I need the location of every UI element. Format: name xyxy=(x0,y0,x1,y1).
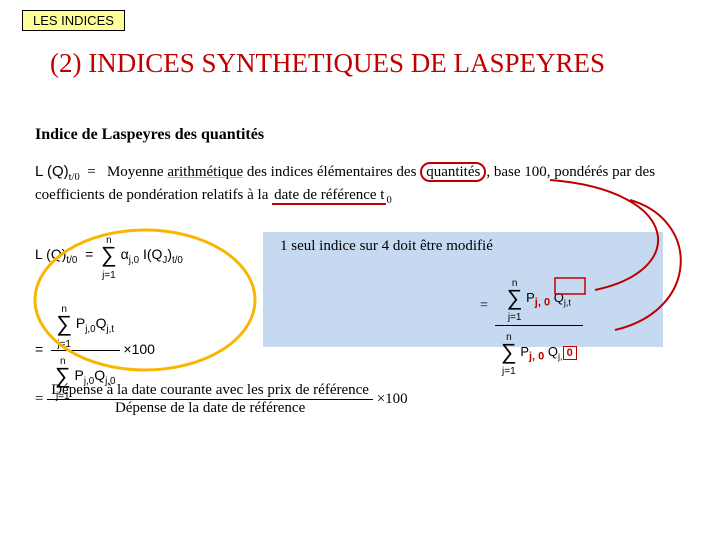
f1-eq: = xyxy=(85,246,93,262)
tf-x100: ×100 xyxy=(377,391,408,408)
rf-ps1: j, 0 xyxy=(535,297,550,309)
f1-t0: t/0 xyxy=(172,255,183,266)
rf-j1b: j=1 xyxy=(502,366,516,377)
f2-Q2: Q xyxy=(94,367,105,383)
definition-line: L (Q)t/0 = Moyenne arithmétique des indi… xyxy=(35,162,695,208)
def-dateref: date de référence t xyxy=(272,187,386,205)
rf-ps2: j, 0 xyxy=(529,351,544,363)
rf-qs2: j, xyxy=(558,352,563,362)
f1-alphasub: j,0 xyxy=(129,255,139,266)
def-lhs: L (Q) xyxy=(35,163,69,180)
f2-x100: ×100 xyxy=(123,341,155,357)
note-text: 1 seul indice sur 4 doit être modifié xyxy=(280,238,493,255)
right-eq: = xyxy=(480,298,488,314)
formula-block: L (Q)t/0 = n ∑ j=1 αj,0 I(QJ)t/0 = n ∑ j… xyxy=(35,230,183,402)
f1-lhs: L (Q) xyxy=(35,246,66,262)
f2-pj0: j,0 xyxy=(85,324,95,335)
subtitle: Indice de Laspeyres des quantités xyxy=(35,126,264,144)
f2-Q1: Q xyxy=(96,315,107,331)
f1-I: I xyxy=(143,246,147,262)
tf-eq: = xyxy=(35,391,43,408)
def-arith: arithmétique xyxy=(167,164,243,180)
def-eq: = xyxy=(87,164,95,180)
page-title: (2) INDICES SYNTHETIQUES DE LASPEYRES xyxy=(50,48,605,79)
tf-den: Dépense de la date de référence xyxy=(47,400,373,417)
sigma-icon-4: ∑ xyxy=(507,285,523,310)
def-zero: 0 xyxy=(386,195,391,206)
def-text1: Moyenne xyxy=(107,164,167,180)
rf-P2: P xyxy=(520,344,529,359)
text-fraction: = Dépense à la date courante avec les pr… xyxy=(35,382,408,417)
f2-P2: P xyxy=(75,367,84,383)
rf-j1a: j=1 xyxy=(508,312,522,323)
rf-Q2: Q xyxy=(548,344,558,359)
f1-sub: t/0 xyxy=(66,255,77,266)
f1-alpha: α xyxy=(121,246,129,262)
sigma-icon-2: ∑ xyxy=(56,311,72,336)
f2-eq: = xyxy=(35,341,43,357)
sigma-icon-5: ∑ xyxy=(501,339,517,364)
f1-Q: Q xyxy=(152,246,163,262)
f2-P1: P xyxy=(76,315,85,331)
def-text2: des indices élémentaires des xyxy=(243,164,420,180)
def-quantites: quantités xyxy=(420,162,486,182)
f2-j1a: j=1 xyxy=(57,339,71,350)
f1-J: J xyxy=(162,255,167,266)
rf-qextra: 0 xyxy=(563,346,577,360)
rf-P1: P xyxy=(526,290,535,305)
f1-j1: j=1 xyxy=(102,270,116,281)
section-badge: LES INDICES xyxy=(22,10,125,31)
sigma-icon: ∑ xyxy=(101,242,117,267)
f2-qjt: j,t xyxy=(107,324,115,335)
rf-Q1: Q xyxy=(554,290,564,305)
tf-num: Dépense à la date courante avec les prix… xyxy=(47,382,373,400)
rf-qs1: j,t xyxy=(564,298,571,308)
right-fraction: n ∑ j=1 Pj, 0 Qj,t n ∑ j=1 Pj, 0 Qj,0 xyxy=(495,272,583,379)
def-sub: t/0 xyxy=(69,172,80,183)
